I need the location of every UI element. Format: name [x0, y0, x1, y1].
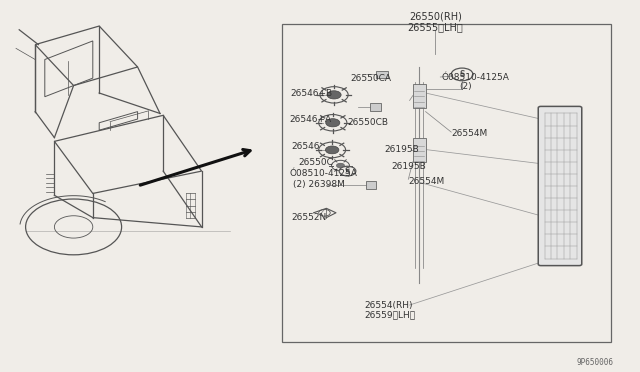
Bar	[366, 181, 376, 189]
Text: 26554(RH): 26554(RH)	[365, 301, 413, 310]
Text: 26195B: 26195B	[384, 145, 419, 154]
Text: 26546+B: 26546+B	[291, 89, 333, 98]
Circle shape	[339, 166, 356, 176]
Text: 9P650006: 9P650006	[576, 358, 613, 367]
Text: S: S	[345, 167, 350, 176]
Text: 26195B: 26195B	[392, 162, 426, 171]
Text: 26554M: 26554M	[408, 177, 445, 186]
Text: (2) 26398M: (2) 26398M	[293, 180, 345, 189]
Text: 26550(RH): 26550(RH)	[409, 12, 461, 22]
Text: S: S	[460, 70, 465, 79]
Text: 26559〈LH〉: 26559〈LH〉	[365, 310, 416, 319]
Text: 26552N: 26552N	[292, 213, 327, 222]
Text: 26550C: 26550C	[298, 158, 333, 167]
Bar	[376, 71, 388, 78]
Text: 26555〈LH〉: 26555〈LH〉	[407, 22, 463, 32]
Circle shape	[337, 163, 344, 168]
Text: Ó08510-4125A: Ó08510-4125A	[442, 73, 509, 81]
FancyBboxPatch shape	[538, 106, 582, 266]
Bar	[282, 24, 611, 342]
Bar	[413, 84, 426, 108]
Circle shape	[451, 68, 473, 81]
Text: 26554M: 26554M	[452, 129, 488, 138]
Text: 26546+A: 26546+A	[289, 115, 332, 124]
Text: (2): (2)	[460, 82, 472, 91]
Bar	[370, 103, 381, 111]
Text: Ó08510-4125A: Ó08510-4125A	[290, 169, 358, 178]
Text: 26550CA: 26550CA	[351, 74, 392, 83]
Text: 26550CB: 26550CB	[347, 118, 388, 126]
Bar	[413, 138, 426, 162]
Text: 26546: 26546	[291, 142, 320, 151]
Circle shape	[326, 146, 339, 154]
Circle shape	[327, 91, 341, 99]
Circle shape	[326, 119, 340, 127]
